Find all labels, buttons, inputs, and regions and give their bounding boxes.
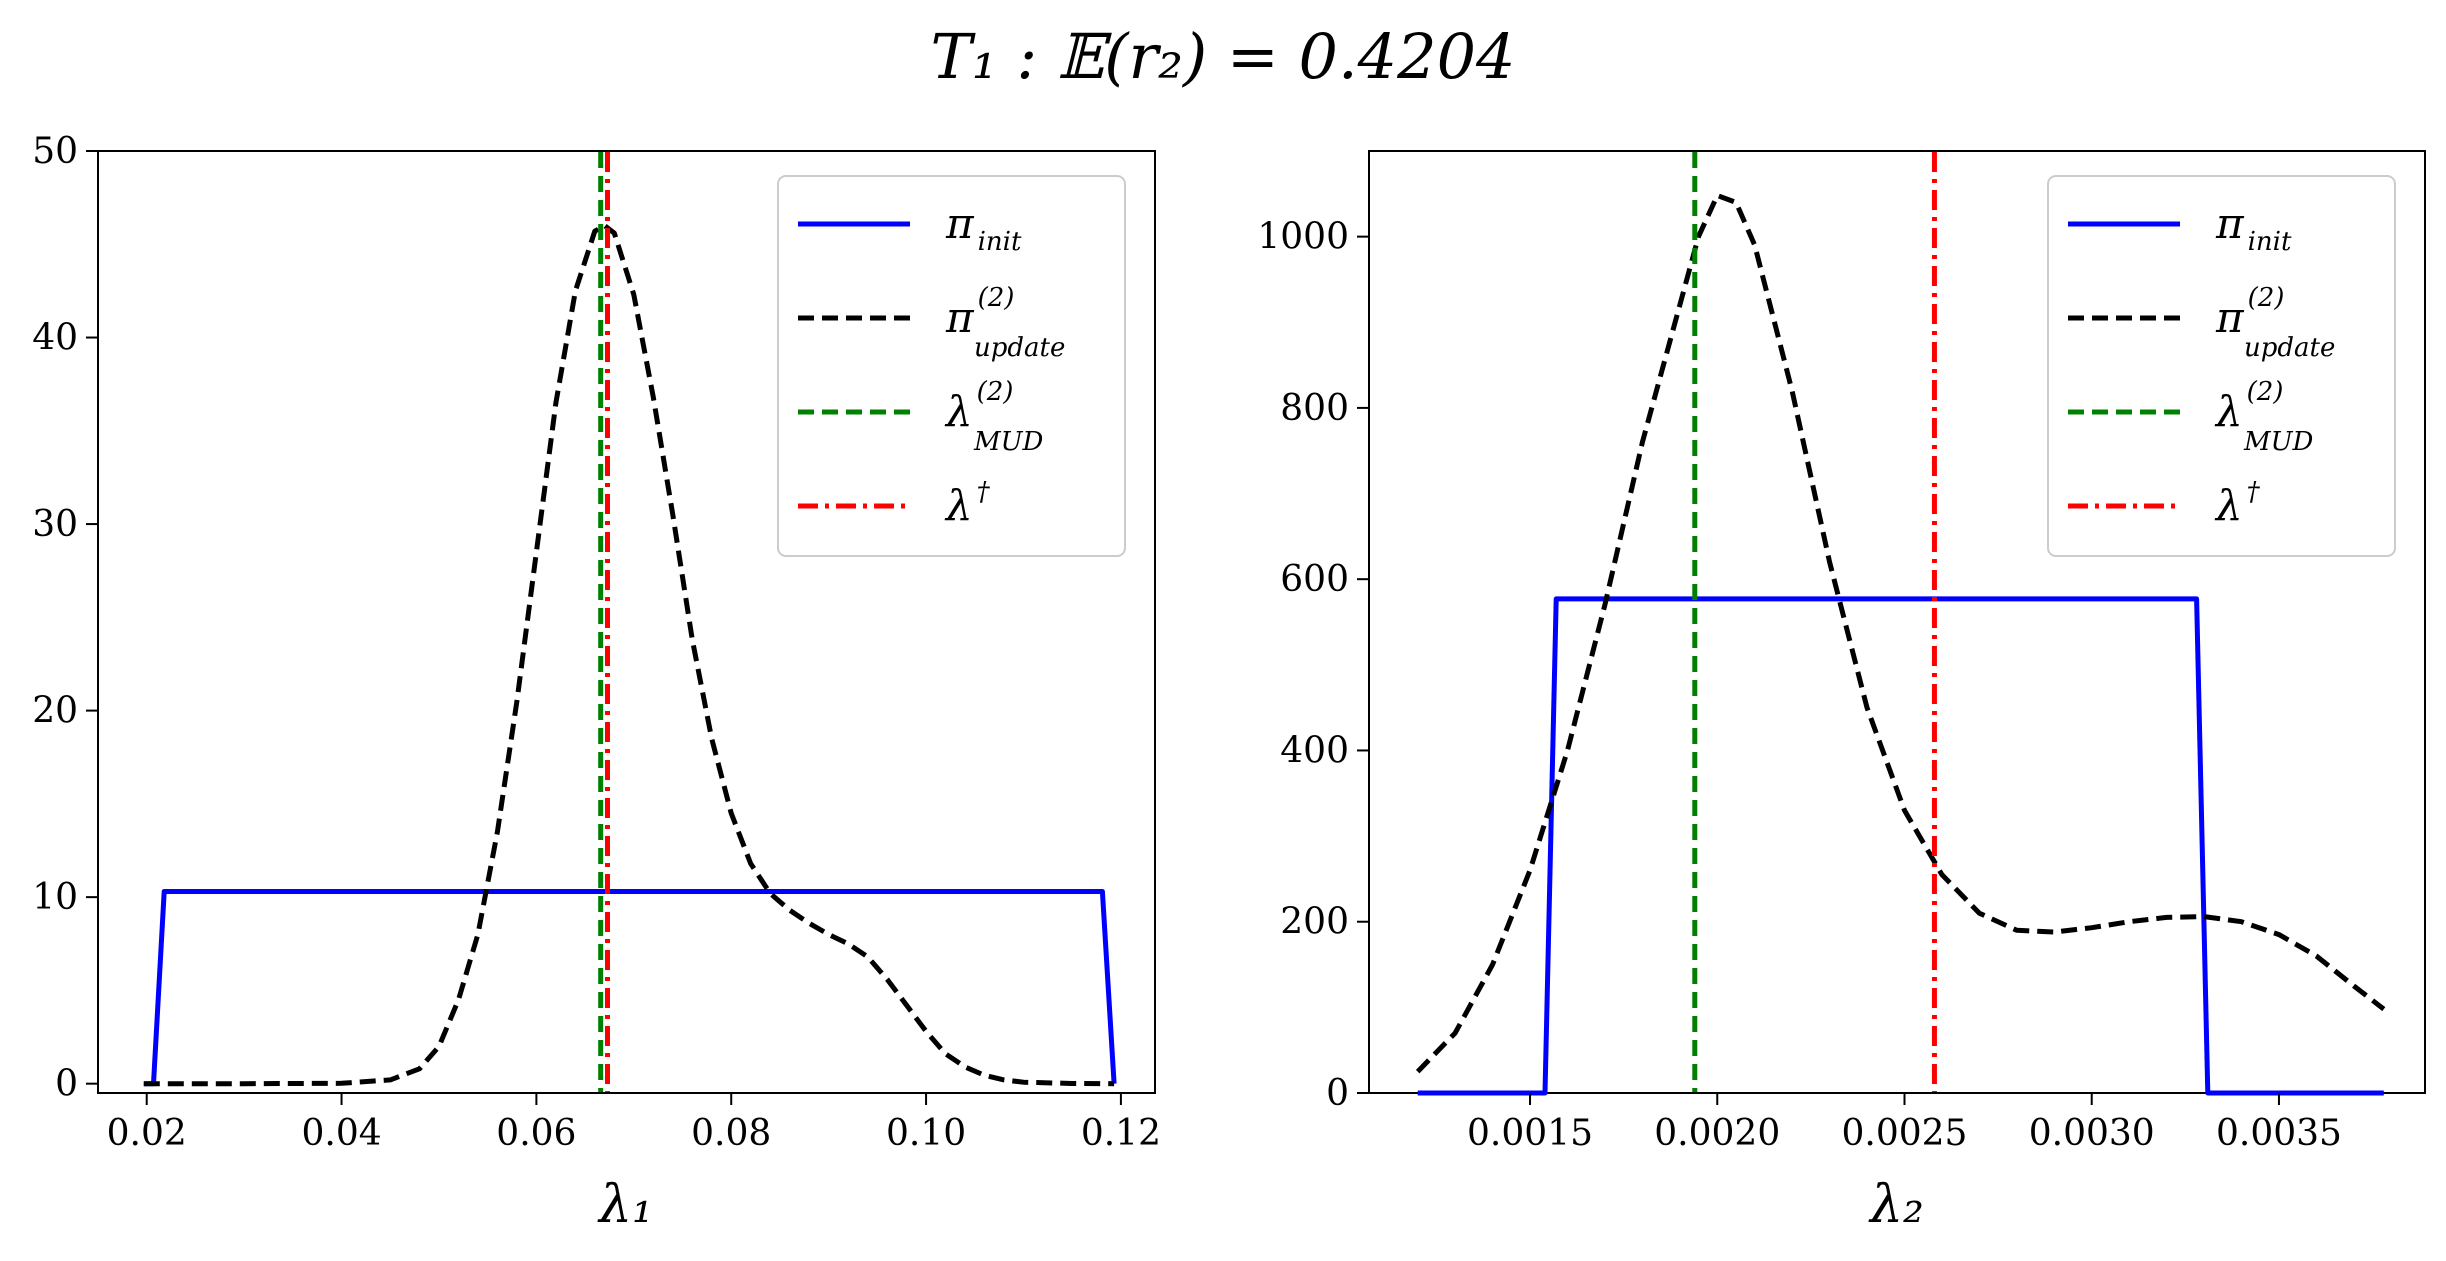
right-y-tick-label: 800 [1280, 388, 1349, 429]
left-x-tick-label: 0.04 [301, 1113, 381, 1154]
left-x-tick-label: 0.10 [886, 1113, 966, 1154]
right-y-tick-label: 200 [1280, 902, 1349, 943]
left-x-tick-label: 0.06 [496, 1113, 576, 1154]
left-y-tick-label: 0 [55, 1064, 78, 1105]
left-x-axis-label: λ₁ [597, 1175, 653, 1235]
left-legend-label-init: π init [945, 199, 1022, 257]
left-y-tick-label: 10 [32, 877, 78, 918]
left-panel: 0.02 0.04 0.06 0.08 0.10 0.12 0 10 20 30 40 50 λ₁ π… [32, 131, 1161, 1235]
right-x-tick-label: 0.0020 [1654, 1113, 1780, 1154]
right-plot-marks [1415, 152, 2386, 1096]
right-legend-label-mud: λ (2) MUD [2214, 377, 2314, 457]
right-y-tick-label: 600 [1280, 559, 1349, 600]
right-legend-box [2047, 175, 2396, 557]
left-legend-box [777, 175, 1126, 557]
left-init-curve [143, 889, 1117, 1087]
right-plot-ticks: 0.0015 0.0020 0.0025 0.0030 0.0035 0 200 400 600… [1257, 217, 2342, 1154]
left-y-tick-label: 30 [32, 504, 78, 545]
right-legend-label-update: π (2) update [2215, 283, 2335, 363]
right-y-tick-label: 400 [1280, 730, 1349, 771]
right-update-curve [1415, 193, 2386, 1074]
right-init-curve [1417, 596, 2384, 1096]
left-plot-marks [143, 152, 1117, 1092]
figure-title: T₁ : 𝔼(r₂) = 0.4204 [931, 20, 1516, 93]
right-legend-label-init: π init [2215, 199, 2292, 257]
right-legend: π init π (2) update λ (2) MUD λ † [2047, 175, 2396, 557]
left-legend-label-dagger: λ † [944, 477, 991, 530]
right-x-tick-label: 0.0030 [2029, 1113, 2155, 1154]
right-y-tick-label: 0 [1326, 1073, 1349, 1114]
right-panel: 0.0015 0.0020 0.0025 0.0030 0.0035 0 200 400 600… [1257, 150, 2426, 1235]
left-legend-label-mud: λ (2) MUD [944, 377, 1044, 457]
right-plot-frame [1368, 150, 2426, 1094]
right-x-tick-label: 0.0025 [1842, 1113, 1968, 1154]
left-update-curve [143, 223, 1115, 1087]
left-y-tick-label: 40 [32, 318, 78, 359]
left-x-tick-label: 0.08 [691, 1113, 771, 1154]
left-legend: π init π (2) update λ (2) MUD λ † [777, 175, 1126, 557]
right-y-tick-label: 1000 [1257, 217, 1349, 258]
left-x-tick-label: 0.12 [1081, 1113, 1161, 1154]
left-legend-label-update: π (2) update [945, 283, 1065, 363]
left-y-tick-label: 20 [32, 691, 78, 732]
right-legend-label-dagger: λ † [2214, 477, 2261, 530]
right-x-tick-label: 0.0015 [1467, 1113, 1593, 1154]
left-plot-frame [97, 150, 1156, 1094]
left-plot-ticks: 0.02 0.04 0.06 0.08 0.10 0.12 0 10 20 30 40 50 [32, 131, 1161, 1154]
right-x-axis-label: λ₂ [1868, 1175, 1924, 1235]
right-x-tick-label: 0.0035 [2216, 1113, 2342, 1154]
left-y-tick-label: 50 [32, 131, 78, 172]
left-x-tick-label: 0.02 [107, 1113, 187, 1154]
